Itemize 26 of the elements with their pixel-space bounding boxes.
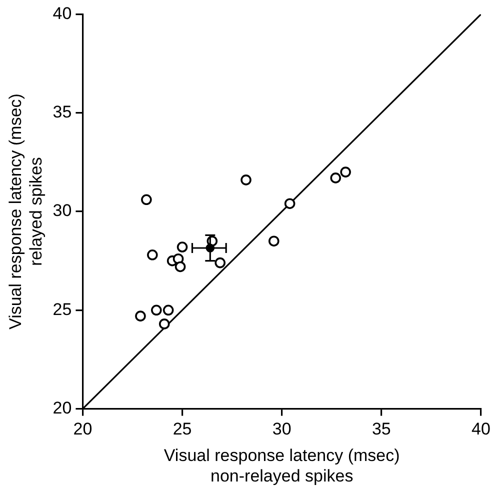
point	[240, 174, 252, 186]
point	[147, 250, 158, 260]
point	[158, 318, 170, 330]
point	[268, 236, 280, 246]
point	[176, 242, 188, 252]
point	[141, 194, 152, 206]
y-tick-label: 35	[52, 102, 72, 122]
point	[340, 166, 351, 178]
y-axis-title: Visual response latency (msec) relayed spikes	[6, 94, 46, 330]
point	[330, 172, 342, 184]
x-tick-label: 40	[472, 420, 490, 439]
point	[150, 304, 162, 316]
point	[135, 310, 146, 322]
x-tick-label: 20	[73, 420, 92, 439]
x-tick-label: 25	[172, 420, 192, 439]
point	[174, 261, 186, 272]
x-tick-label: 35	[372, 420, 391, 439]
point	[162, 304, 174, 316]
y-tick-label: 30	[52, 201, 72, 220]
point	[284, 198, 296, 210]
point	[214, 257, 226, 268]
y-tick-label: 40	[52, 4, 72, 23]
y-tick-label: 20	[52, 398, 72, 418]
y-tick-label: 25	[52, 300, 72, 319]
x-axis-title: Visual response latency (msec) non-relayed spikes	[164, 446, 400, 486]
x-tick-label: 30	[272, 420, 292, 439]
